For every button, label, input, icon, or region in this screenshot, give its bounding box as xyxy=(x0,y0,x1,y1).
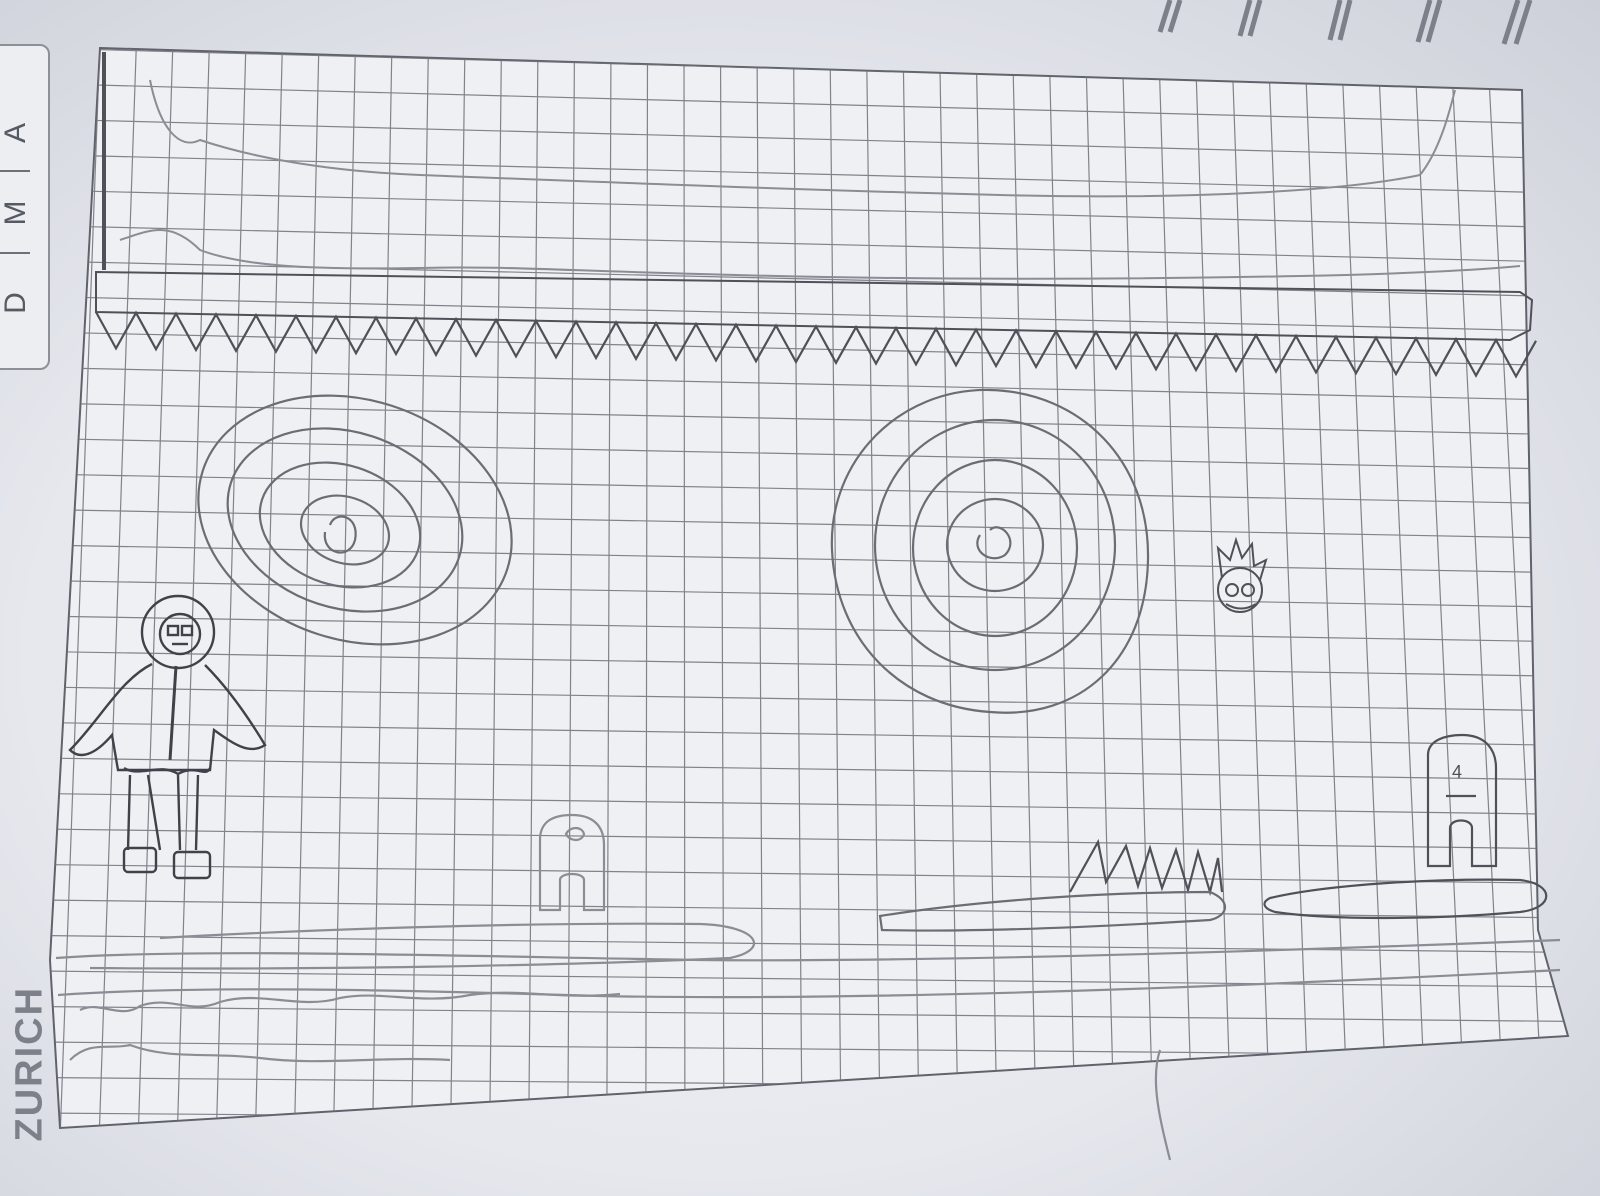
grid-line-vertical xyxy=(719,48,725,1128)
hooded-player xyxy=(68,594,267,880)
grid-line-horizontal xyxy=(50,792,1568,816)
binding-ring xyxy=(1167,0,1183,33)
grid-line-vertical xyxy=(98,48,138,1128)
grid-line-horizontal xyxy=(50,473,1568,505)
grid-line-horizontal xyxy=(50,189,1568,229)
grid-line-vertical xyxy=(683,48,686,1128)
binding-ring xyxy=(1425,0,1443,43)
date-letter-month: M xyxy=(0,200,32,226)
grid-line-horizontal xyxy=(50,295,1568,333)
grid-line-horizontal xyxy=(50,579,1568,609)
crewmate-small xyxy=(538,813,606,912)
grid-line-horizontal xyxy=(50,508,1568,540)
grid-line-vertical xyxy=(332,48,357,1128)
grid-line-vertical xyxy=(1230,48,1272,1128)
grid-line-vertical xyxy=(176,48,211,1128)
binding-ring xyxy=(1415,0,1433,43)
grid-line-horizontal xyxy=(50,1005,1568,1023)
grid-line-vertical xyxy=(254,48,284,1128)
grid-line-horizontal xyxy=(50,224,1568,264)
grid-line-horizontal xyxy=(50,402,1568,436)
grid-line-horizontal xyxy=(50,1112,1568,1126)
grid-line-vertical xyxy=(1449,48,1506,1128)
grid-line-horizontal xyxy=(50,366,1568,402)
date-letter-year: A xyxy=(0,123,32,144)
binding-ring xyxy=(1513,0,1533,45)
grid-line-horizontal xyxy=(50,757,1568,781)
grid-line-vertical xyxy=(1157,48,1194,1128)
spiral-binding xyxy=(1157,0,1533,45)
floating-platform xyxy=(89,922,756,970)
grid-line-horizontal xyxy=(50,970,1568,988)
ground xyxy=(55,938,1561,1161)
grid-line-vertical xyxy=(371,48,393,1128)
grid-line-horizontal xyxy=(50,721,1568,747)
grid-line-vertical xyxy=(1559,48,1568,1128)
grid-line-vertical xyxy=(449,48,466,1128)
binding-ring xyxy=(1237,0,1253,37)
notebook-brand: ZURICH xyxy=(8,985,51,1142)
grid-line-vertical xyxy=(902,48,920,1128)
grid-line-horizontal xyxy=(50,82,1568,126)
grid-line-horizontal xyxy=(50,437,1568,471)
grid-line-vertical xyxy=(1267,48,1311,1128)
grid-line-horizontal xyxy=(50,118,1568,160)
binding-ring xyxy=(1327,0,1343,41)
grid-line-horizontal xyxy=(50,544,1568,574)
grid-line-horizontal xyxy=(50,650,1568,678)
binding-ring xyxy=(1337,0,1353,41)
grid-line-horizontal xyxy=(50,615,1568,643)
grid-line-vertical xyxy=(1486,48,1545,1128)
crewmate-with-number: 4 xyxy=(1426,733,1498,868)
grid-line-vertical xyxy=(645,48,649,1128)
grid-line-vertical xyxy=(1597,40,1600,1140)
grid-line-vertical xyxy=(829,48,842,1128)
grid-line-vertical xyxy=(865,48,881,1128)
date-letter-day: D xyxy=(0,292,32,314)
date-tab: A M D xyxy=(0,44,50,370)
grid-line-horizontal xyxy=(50,153,1568,195)
grid-line-horizontal xyxy=(50,863,1568,885)
grid-line-horizontal xyxy=(50,686,1568,712)
grid-line-vertical xyxy=(1413,48,1467,1128)
grid-line-vertical xyxy=(215,48,247,1128)
grid-line-horizontal xyxy=(50,828,1568,850)
binding-ring xyxy=(1157,0,1173,33)
floating-platform xyxy=(878,890,1227,932)
binding-ring xyxy=(1247,0,1263,37)
fireball-creature xyxy=(1216,536,1268,613)
grid-line-horizontal xyxy=(50,899,1568,919)
grid-line-vertical xyxy=(756,48,764,1128)
grid-line-vertical xyxy=(137,48,174,1128)
grid-line-vertical xyxy=(410,48,430,1128)
binding-ring xyxy=(1501,0,1521,45)
floating-platform xyxy=(1263,878,1548,920)
spiral-portal xyxy=(830,388,1150,714)
grid-line-horizontal xyxy=(40,1149,1580,1160)
ceiling-spikes xyxy=(95,310,1537,379)
grid-line-vertical xyxy=(1303,48,1350,1128)
grid-line-vertical xyxy=(938,48,959,1128)
grid-line-vertical xyxy=(1194,48,1233,1128)
crewmate-number-label: 4 xyxy=(1452,762,1462,782)
grid-line-vertical xyxy=(792,48,803,1128)
date-divider xyxy=(0,252,30,254)
grid-lines xyxy=(40,40,1600,1160)
date-divider xyxy=(0,170,30,172)
grid-line-vertical xyxy=(1340,48,1389,1128)
grid-line-vertical xyxy=(1084,48,1116,1128)
spiral-portal xyxy=(197,394,513,646)
grid-line-vertical xyxy=(293,48,320,1128)
grid-line-vertical xyxy=(1121,48,1155,1128)
